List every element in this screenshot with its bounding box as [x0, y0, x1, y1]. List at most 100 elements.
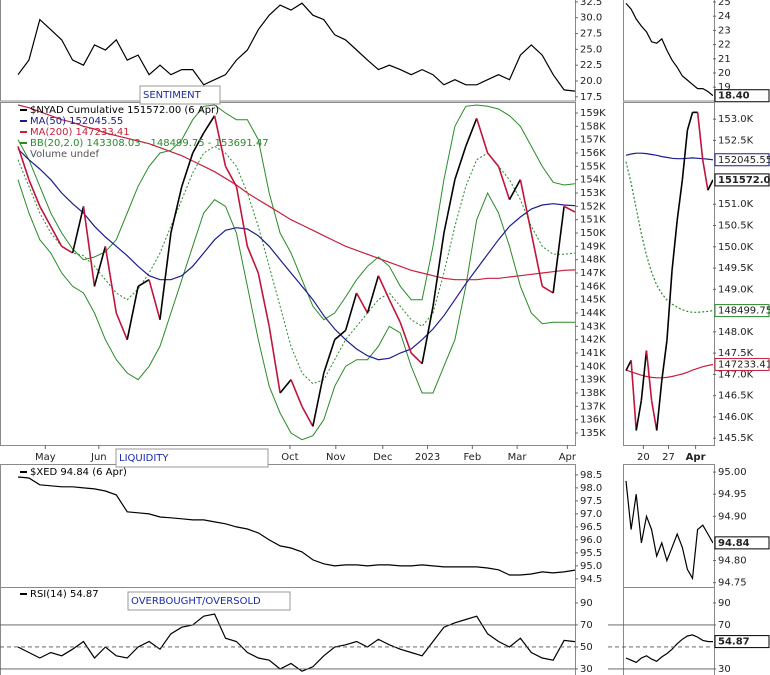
series-segment: [312, 372, 325, 427]
series-segment: [170, 186, 183, 234]
y-tick-label: 94.90: [718, 511, 747, 522]
y-tick-label: 30: [580, 664, 593, 675]
series-segment: [301, 405, 314, 427]
y-tick-label: 152.5K: [718, 135, 754, 146]
y-tick-label: 149.5K: [718, 263, 754, 274]
series-segment: [696, 112, 704, 161]
y-tick-label: 94.95: [718, 489, 747, 500]
series-segment: [192, 132, 205, 154]
y-tick-label: 95.0: [580, 561, 602, 572]
series-segment: [115, 312, 128, 340]
series-segment: [465, 118, 478, 147]
y-tick-label: 149.0K: [718, 284, 754, 295]
annotation-box: [115, 448, 269, 468]
value-label: 94.84: [718, 538, 750, 549]
panel-frame: [623, 0, 715, 102]
x-tick-label: Jun: [90, 452, 107, 463]
y-tick-label: 150.5K: [718, 221, 754, 232]
series-segment: [355, 292, 369, 314]
y-tick-label: 95.5: [580, 548, 602, 559]
series-segment: [235, 186, 249, 247]
legend-label: MA(200) 147233.41: [30, 127, 130, 138]
y-tick-label: 147.0K: [718, 369, 754, 380]
panel-frame: [0, 587, 576, 675]
y-tick-label: 153K: [580, 188, 606, 199]
y-tick-label: 148.0K: [718, 327, 754, 338]
series-segment: [181, 152, 194, 187]
legend-label: RSI(14) 54.87: [30, 589, 99, 600]
legend-label: $XED 94.84 (6 Apr): [30, 467, 127, 478]
y-tick-label: 137K: [580, 401, 606, 412]
y-tick-label: 148K: [580, 255, 606, 266]
x-tick-label: Dec: [373, 452, 392, 463]
panel-frame: [623, 587, 715, 675]
panel-frame: [623, 102, 715, 446]
series-segment: [323, 339, 336, 374]
y-tick-label: 146.5K: [718, 391, 754, 402]
y-tick-label: 50: [580, 642, 593, 653]
series-segment: [671, 220, 678, 271]
series-segment: [635, 400, 643, 431]
value-box: [714, 635, 770, 649]
x-tick-label: 2023: [415, 452, 440, 463]
y-tick-label: 97.5: [580, 496, 602, 507]
y-tick-label: 24: [718, 11, 731, 22]
y-tick-label: 17.5: [580, 92, 602, 103]
y-tick-label: 21: [718, 54, 731, 65]
y-tick-label: 144K: [580, 308, 606, 319]
y-tick-label: 142K: [580, 335, 606, 346]
y-tick-label: 30: [718, 664, 731, 675]
y-tick-label: 138K: [580, 388, 606, 399]
y-tick-label: 25.0: [580, 44, 602, 55]
series-segment: [61, 245, 74, 254]
series-line: [17, 104, 575, 281]
y-tick-label: 94.5: [580, 574, 602, 585]
series-segment: [650, 400, 658, 431]
series-segment: [39, 205, 52, 227]
series-segment: [17, 146, 30, 180]
y-tick-label: 20: [718, 68, 731, 79]
series-segment: [519, 179, 533, 234]
annotation: LIQUIDITY: [119, 453, 169, 464]
annotation: OVERBOUGHT/OVERSOLD: [131, 596, 261, 607]
panel-frame: [0, 0, 576, 102]
y-tick-label: 147K: [580, 268, 606, 279]
y-tick-label: 149K: [580, 241, 606, 252]
series-segment: [410, 352, 423, 365]
series-segment: [625, 359, 632, 371]
series-segment: [399, 322, 412, 354]
series-segment: [666, 270, 673, 341]
series-segment: [126, 286, 139, 340]
series-segment: [377, 275, 391, 300]
value-box: [714, 536, 770, 550]
y-tick-label: 139K: [580, 375, 606, 386]
series-segment: [159, 232, 172, 320]
value-box: [714, 173, 770, 187]
annotation-box: [139, 85, 221, 105]
y-tick-label: 151.0K: [718, 199, 754, 210]
series-line: [625, 2, 713, 97]
series-segment: [661, 340, 668, 381]
series-segment: [655, 380, 663, 431]
series-segment: [686, 112, 694, 131]
series-segment: [676, 180, 684, 221]
series-segment: [28, 179, 41, 207]
y-tick-label: 94.80: [718, 556, 747, 567]
y-tick-label: 157K: [580, 135, 606, 146]
value-box: [714, 357, 770, 371]
value-box: [714, 89, 770, 103]
volume-note: Volume undef: [30, 149, 100, 160]
value-box: [714, 304, 770, 318]
series-segment: [487, 152, 500, 167]
y-tick-label: 145.5K: [718, 433, 754, 444]
series-segment: [388, 299, 401, 323]
series-segment: [268, 326, 281, 394]
value-label: 147233.41: [718, 359, 770, 370]
y-tick-label: 32.5: [580, 0, 602, 8]
series-line: [17, 179, 575, 441]
y-tick-label: 154K: [580, 175, 606, 186]
series-segment: [640, 350, 648, 401]
x-tick-label: Apr: [686, 452, 706, 463]
plot-area: [17, 476, 575, 576]
y-tick-label: 146.0K: [718, 412, 754, 423]
